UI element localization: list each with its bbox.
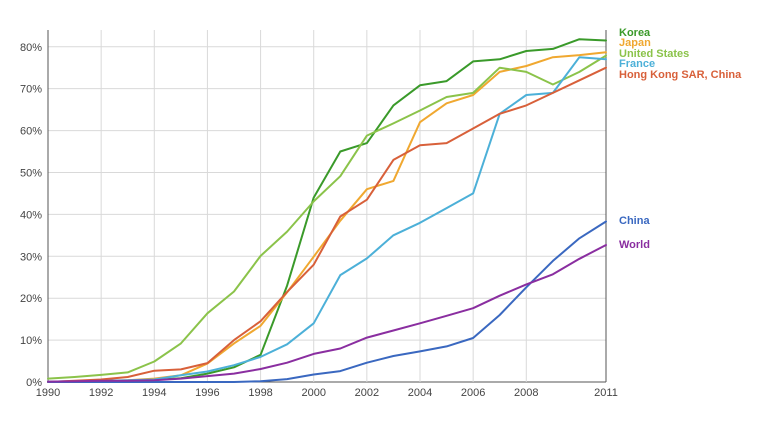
series-line-japan: [47, 51, 607, 383]
y-tick-label: 20%: [20, 293, 42, 305]
legend-label-united-states: United States: [619, 48, 689, 60]
legend-label-france: France: [619, 58, 655, 70]
series-line-china: [47, 220, 607, 383]
y-axis-tick-labels: 0% 10% 20% 30% 40% 50% 60% 70% 80%: [20, 42, 42, 389]
x-tick-label: 2006: [461, 387, 485, 399]
y-tick-label: 80%: [20, 42, 42, 54]
series-line-hong-kong-sar-china: [47, 66, 607, 383]
y-tick-label: 40%: [20, 209, 42, 221]
x-tick-label: 2004: [408, 387, 432, 399]
series-line-korea: [47, 38, 607, 383]
series-lines: [47, 38, 607, 383]
y-tick-label: 0%: [26, 377, 42, 389]
x-axis-tick-labels: 1990 1992 1994 1996 1998 2000 2002 2004 2006 2008…: [36, 387, 618, 399]
series-line-world: [47, 244, 607, 383]
y-tick-label: 30%: [20, 251, 42, 263]
y-tick-label: 70%: [20, 84, 42, 96]
x-tick-label: 1996: [195, 387, 219, 399]
legend-label-world: World: [619, 239, 650, 251]
legend-label-korea: Korea: [619, 27, 651, 39]
x-tick-label: 2008: [514, 387, 538, 399]
x-tick-label: 2000: [301, 387, 325, 399]
x-tick-label: 2011: [594, 387, 618, 399]
x-tick-label: 2002: [355, 387, 379, 399]
x-tick-label: 1990: [36, 387, 60, 399]
y-tick-label: 50%: [20, 167, 42, 179]
y-tick-label: 10%: [20, 335, 42, 347]
legend-label-hong-kong-sar-china: Hong Kong SAR, China: [619, 69, 742, 81]
series-line-united-states: [47, 54, 607, 380]
x-tick-label: 1994: [142, 387, 166, 399]
x-tick-label: 1998: [248, 387, 272, 399]
x-tick-label: 1992: [89, 387, 113, 399]
grid-lines: [47, 30, 607, 383]
legend-label-japan: Japan: [619, 37, 651, 49]
legend-label-china: China: [619, 215, 650, 227]
y-tick-label: 60%: [20, 126, 42, 138]
